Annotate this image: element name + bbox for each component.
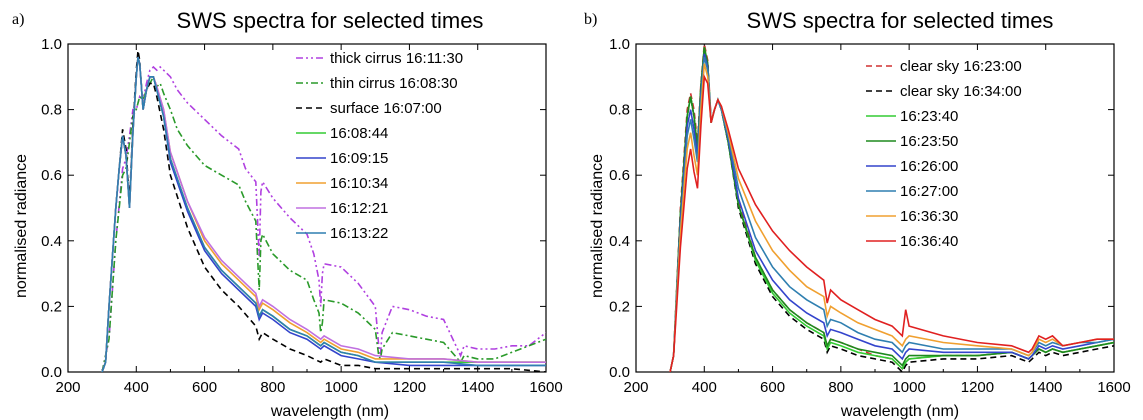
x-tick-label: 1200 xyxy=(393,379,426,396)
x-tick-label: 1600 xyxy=(1097,379,1130,396)
legend-label: 16:12:21 xyxy=(330,200,388,217)
y-tick-label: 0.2 xyxy=(41,298,62,315)
x-tick-label: 800 xyxy=(260,379,285,396)
legend-label: 16:27:00 xyxy=(900,183,958,200)
series-line xyxy=(669,47,1114,372)
series-line xyxy=(669,43,1114,372)
panel-b: b) SWS spectra for selected times wavele… xyxy=(584,8,1131,420)
series-line xyxy=(101,74,546,372)
y-tick-label: 0.2 xyxy=(609,298,630,315)
panel-letter: b) xyxy=(584,11,597,28)
legend-label: 16:36:30 xyxy=(900,208,958,225)
x-tick-label: 1400 xyxy=(1029,379,1062,396)
legend-label: surface 16:07:00 xyxy=(330,100,442,117)
y-axis-label: normalised radiance xyxy=(13,154,30,298)
y-axis-label: normalised radiance xyxy=(589,154,606,298)
x-axis-label: wavelength (nm) xyxy=(270,403,389,420)
chart-title: SWS spectra for selected times xyxy=(177,8,484,33)
legend-label: clear sky 16:23:00 xyxy=(900,58,1022,75)
x-tick-label: 400 xyxy=(692,379,717,396)
series-line xyxy=(101,56,546,372)
series-line xyxy=(669,63,1114,372)
x-tick-label: 1200 xyxy=(961,379,994,396)
x-tick-label: 600 xyxy=(760,379,785,396)
plot-area: 200 400 600 800 1000 1200 1400 1600 0.0 0.2 0.4 0.6… xyxy=(41,36,563,396)
legend-label: thin cirrus 16:08:30 xyxy=(330,75,458,92)
y-tick-label: 0.6 xyxy=(41,167,62,184)
plot-frame xyxy=(635,43,1115,373)
y-tick-label: 0.0 xyxy=(41,364,62,381)
y-tick-label: 0.8 xyxy=(41,102,62,119)
x-tick-label: 1000 xyxy=(324,379,357,396)
chart-title: SWS spectra for selected times xyxy=(747,8,1054,33)
series-line xyxy=(669,73,1114,372)
legend-label: 16:09:15 xyxy=(330,150,388,167)
legend-label: 16:10:34 xyxy=(330,175,388,192)
series-line xyxy=(669,53,1114,372)
legend-label: 16:08:44 xyxy=(330,125,388,142)
series-line xyxy=(669,47,1114,372)
legend-label: thick cirrus 16:11:30 xyxy=(330,50,463,67)
y-tick-label: 0.0 xyxy=(609,364,630,381)
series-line xyxy=(669,50,1114,372)
plot-area: 200 400 600 800 1000 1200 1400 1600 0.0 0.2 0.4 0.6… xyxy=(609,36,1131,396)
legend-label: 16:36:40 xyxy=(900,233,958,250)
x-tick-label: 1000 xyxy=(892,379,925,396)
legend-label: 16:26:00 xyxy=(900,158,958,175)
legend-label: 16:13:22 xyxy=(330,225,388,242)
x-tick-label: 200 xyxy=(55,379,80,396)
y-tick-label: 0.6 xyxy=(609,167,630,184)
x-tick-label: 400 xyxy=(124,379,149,396)
y-tick-label: 0.4 xyxy=(609,233,630,250)
y-tick-label: 1.0 xyxy=(609,36,630,53)
x-tick-label: 200 xyxy=(623,379,648,396)
y-tick-label: 0.4 xyxy=(41,233,62,250)
panel-a: a) SWS spectra for selected times wavele… xyxy=(12,8,563,420)
x-tick-label: 600 xyxy=(192,379,217,396)
legend-label: 16:23:50 xyxy=(900,133,958,150)
panel-letter: a) xyxy=(12,11,24,28)
x-tick-label: 1600 xyxy=(529,379,562,396)
y-tick-label: 1.0 xyxy=(41,36,62,53)
x-axis-label: wavelength (nm) xyxy=(840,403,959,420)
legend-label: 16:23:40 xyxy=(900,108,958,125)
series-line xyxy=(101,50,546,372)
x-tick-label: 1400 xyxy=(461,379,494,396)
y-tick-label: 0.8 xyxy=(609,102,630,119)
legend-label: clear sky 16:34:00 xyxy=(900,83,1022,100)
x-tick-label: 800 xyxy=(828,379,853,396)
series-line xyxy=(669,56,1114,372)
series-line xyxy=(101,65,546,372)
